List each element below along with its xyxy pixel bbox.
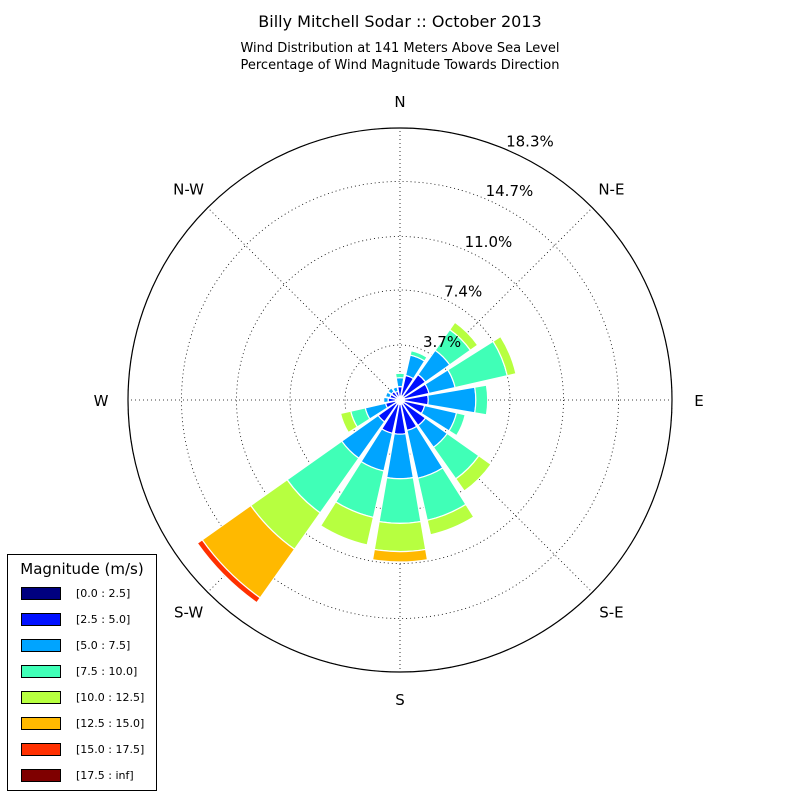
wind-bar-180-bin4 bbox=[373, 520, 427, 553]
wind-bar-225-bin6 bbox=[196, 538, 262, 604]
chart-title: Billy Mitchell Sodar :: October 2013 bbox=[258, 12, 542, 31]
legend-title: Magnitude (m/s) bbox=[20, 560, 144, 578]
legend-swatch bbox=[21, 587, 61, 600]
wind-bar-0-bin2 bbox=[395, 377, 405, 388]
wind-bar-157.5-bin4 bbox=[426, 503, 475, 536]
grid-ring bbox=[181, 181, 619, 619]
legend-swatch bbox=[21, 665, 61, 678]
direction-label: E bbox=[694, 392, 703, 410]
wind-bar-292.5-bin2 bbox=[384, 391, 393, 399]
legend-swatch bbox=[21, 613, 61, 626]
radial-tick-label: 18.3% bbox=[506, 133, 554, 151]
wind-bar-180-bin3 bbox=[378, 476, 422, 524]
grid-ring bbox=[236, 236, 564, 564]
grid-spoke bbox=[207, 207, 401, 401]
chart-subtitle-line2: Percentage of Wind Magnitude Towards Dir… bbox=[240, 58, 560, 73]
direction-label: N-W bbox=[173, 181, 204, 199]
direction-label: S bbox=[395, 691, 405, 709]
wind-bar-202.5-bin4 bbox=[319, 500, 375, 546]
wind-bar-247.5-bin4 bbox=[339, 410, 359, 434]
wind-bar-270-bin2 bbox=[383, 396, 389, 404]
direction-label: N bbox=[394, 93, 405, 111]
legend: Magnitude (m/s) [0.0 : 2.5] [2.5 : 5.0] [5… bbox=[7, 554, 157, 791]
wind-bar-135-bin4 bbox=[454, 454, 492, 492]
wind-bar-180-bin5 bbox=[371, 548, 429, 563]
wind-bar-90-bin3 bbox=[474, 384, 489, 416]
legend-label: [5.0 : 7.5] bbox=[76, 639, 131, 652]
wind-bar-67.5-bin4 bbox=[492, 335, 517, 377]
legend-label: [7.5 : 10.0] bbox=[76, 665, 138, 678]
legend-label: [17.5 : inf] bbox=[76, 769, 134, 782]
direction-label: N-E bbox=[598, 181, 624, 199]
wind-bar-22.5-bin3 bbox=[409, 349, 428, 362]
legend-swatch bbox=[21, 691, 61, 704]
direction-label: S-E bbox=[599, 603, 623, 621]
radial-tick-label: 14.7% bbox=[486, 182, 534, 200]
wind-bar-315-bin2 bbox=[387, 387, 395, 395]
legend-label: [2.5 : 5.0] bbox=[76, 613, 131, 626]
legend-label: [0.0 : 2.5] bbox=[76, 587, 131, 600]
legend-swatch bbox=[21, 743, 61, 756]
legend-swatch bbox=[21, 769, 61, 782]
legend-swatch bbox=[21, 717, 61, 730]
radial-tick-label: 3.7% bbox=[423, 333, 461, 351]
legend-label: [10.0 : 12.5] bbox=[76, 691, 145, 704]
radial-tick-label: 7.4% bbox=[444, 282, 482, 300]
wind-bar-112.5-bin3 bbox=[448, 412, 466, 437]
wind-bar-45-bin4 bbox=[448, 321, 479, 352]
wind-bar-0-bin3 bbox=[394, 372, 406, 379]
plot-frame bbox=[127, 127, 673, 673]
direction-label: S-W bbox=[174, 603, 203, 621]
radial-tick-label: 11.0% bbox=[465, 233, 513, 251]
legend-label: [12.5 : 15.0] bbox=[76, 717, 145, 730]
chart-subtitle-line1: Wind Distribution at 141 Meters Above Se… bbox=[240, 41, 560, 56]
wind-bar-337.5-bin2 bbox=[392, 386, 399, 394]
legend-label: [15.0 : 17.5] bbox=[76, 743, 145, 756]
legend-swatch bbox=[21, 639, 61, 652]
direction-label: W bbox=[94, 392, 109, 410]
